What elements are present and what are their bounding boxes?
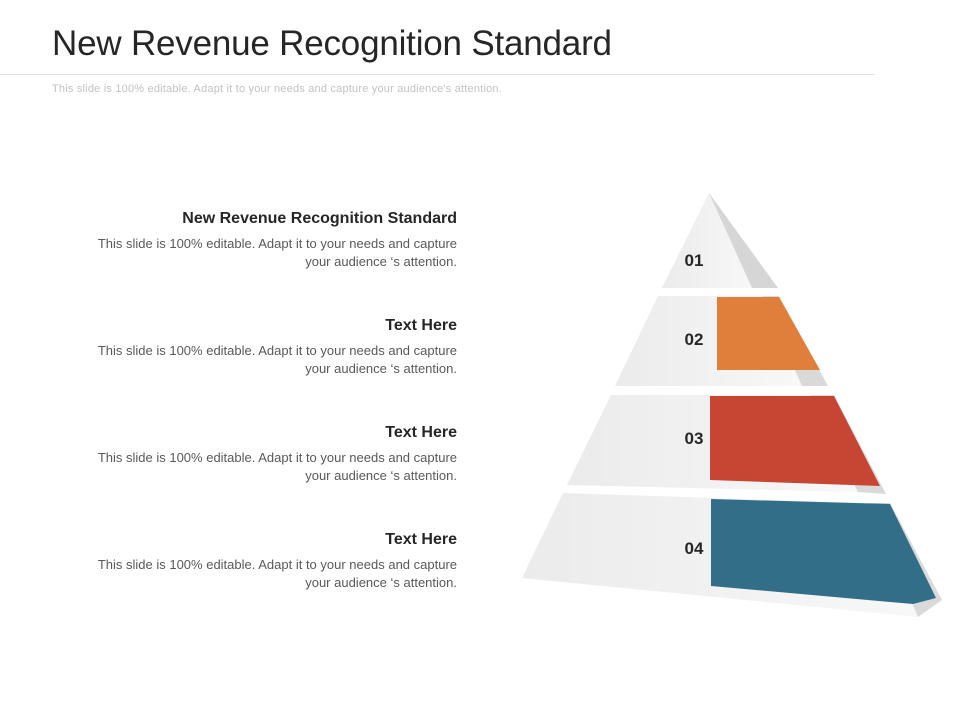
text-block-3-body-line-1: This slide is 100% editable. Adapt it to… [97, 450, 457, 465]
text-block-1-heading: New Revenue Recognition Standard [182, 210, 457, 227]
text-block-1-body-line-2: your audience ‘s attention. [305, 254, 457, 269]
pyramid-level-4-number: 04 [685, 539, 704, 558]
pyramid-level-4-color-block [711, 499, 936, 604]
text-block-4: Text Here This slide is 100% editable. A… [40, 530, 457, 592]
text-block-4-heading: Text Here [385, 531, 457, 548]
text-block-2-body-line-2: your audience ‘s attention. [305, 361, 457, 376]
text-block-1-body: This slide is 100% editable. Adapt it to… [40, 235, 457, 271]
text-block-2-heading: Text Here [385, 317, 457, 334]
pyramid-level-1: 01 [662, 193, 778, 288]
pyramid-level-1-face [662, 193, 752, 288]
text-block-1: New Revenue Recognition Standard This sl… [40, 209, 457, 271]
text-block-1-body-line-1: This slide is 100% editable. Adapt it to… [97, 236, 457, 251]
page-subtitle: This slide is 100% editable. Adapt it to… [52, 83, 502, 95]
pyramid-level-3: 03 [567, 395, 886, 494]
text-block-2-body: This slide is 100% editable. Adapt it to… [40, 342, 457, 378]
text-block-2: Text Here This slide is 100% editable. A… [40, 316, 457, 378]
pyramid-level-3-color-block [710, 396, 880, 486]
title-divider [0, 74, 875, 75]
pyramid-level-2-color-block [717, 297, 820, 370]
text-block-4-body-line-1: This slide is 100% editable. Adapt it to… [97, 557, 457, 572]
text-block-4-body: This slide is 100% editable. Adapt it to… [40, 556, 457, 592]
page-title: New Revenue Recognition Standard [52, 24, 612, 63]
text-block-3-body: This slide is 100% editable. Adapt it to… [40, 449, 457, 485]
pyramid-level-3-number: 03 [685, 429, 704, 448]
pyramid-level-1-number: 01 [685, 251, 704, 270]
text-block-3-body-line-2: your audience ‘s attention. [305, 468, 457, 483]
pyramid-level-1-side [709, 193, 778, 288]
pyramid-level-4: 04 [522, 493, 942, 617]
text-block-2-body-line-1: This slide is 100% editable. Adapt it to… [97, 343, 457, 358]
text-block-4-body-line-2: your audience ‘s attention. [305, 575, 457, 590]
pyramid-level-2-number: 02 [685, 330, 704, 349]
pyramid-level-2: 02 [615, 296, 828, 386]
text-block-3: Text Here This slide is 100% editable. A… [40, 423, 457, 485]
text-block-3-heading: Text Here [385, 424, 457, 441]
